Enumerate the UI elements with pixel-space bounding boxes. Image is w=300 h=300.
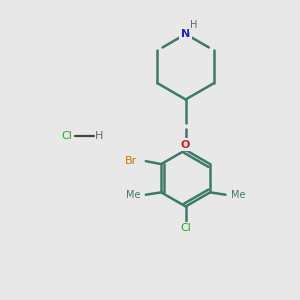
Text: Cl: Cl (61, 131, 72, 141)
Text: Me: Me (126, 190, 140, 200)
Text: N: N (181, 29, 190, 39)
Text: Cl: Cl (180, 224, 191, 233)
Text: Me: Me (231, 190, 245, 200)
Text: H: H (190, 20, 198, 30)
Text: O: O (181, 140, 190, 150)
Text: Br: Br (125, 156, 137, 166)
Text: H: H (95, 131, 104, 141)
